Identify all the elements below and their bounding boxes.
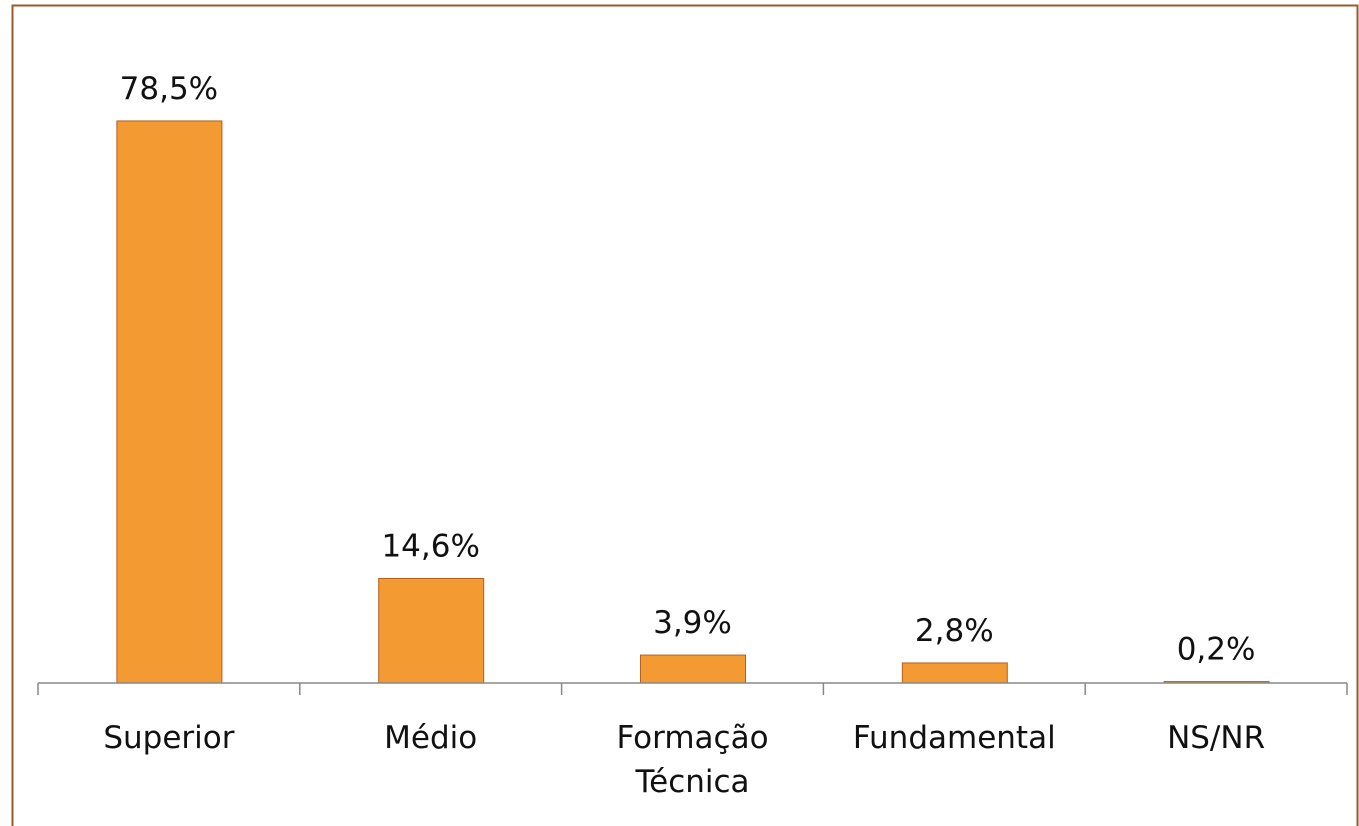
data-label: 3,9% bbox=[653, 605, 732, 641]
x-tick-label: Médio bbox=[384, 720, 478, 756]
chart-border bbox=[11, 4, 1359, 826]
bar bbox=[116, 120, 223, 684]
x-tick-label: Fundamental bbox=[852, 720, 1056, 756]
data-label: 78,5% bbox=[120, 71, 218, 107]
bar bbox=[901, 662, 1008, 684]
data-label: 2,8% bbox=[915, 613, 994, 649]
x-tick-label: Formação Técnica bbox=[616, 720, 769, 800]
x-tick-label: NS/NR bbox=[1167, 720, 1266, 756]
bar bbox=[378, 577, 485, 684]
bar bbox=[640, 654, 746, 684]
data-label: 14,6% bbox=[381, 528, 479, 564]
data-label: 0,2% bbox=[1177, 632, 1256, 668]
x-tick-label: Superior bbox=[103, 720, 235, 756]
